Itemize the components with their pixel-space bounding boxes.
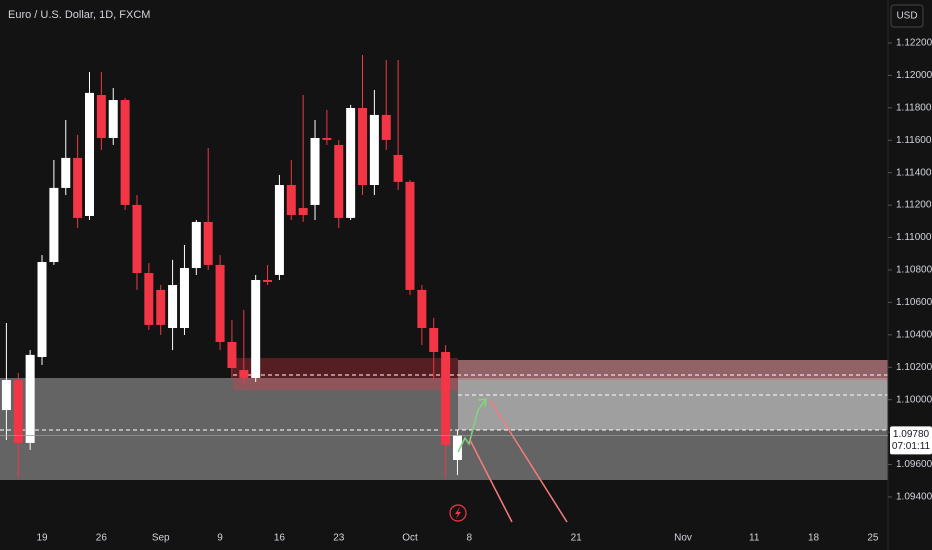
projection-arrow (457, 398, 487, 453)
candle-body (452, 435, 462, 460)
candle-body (358, 107, 368, 185)
candle-body (191, 221, 201, 269)
candle-body (346, 107, 356, 218)
x-tick-label: 21 (571, 533, 583, 544)
y-tick-label: 1.12000 (896, 70, 932, 81)
x-tick-label: Oct (402, 533, 418, 544)
candle-body (120, 100, 130, 205)
candle-body (108, 100, 118, 138)
candle-body (298, 208, 308, 215)
last-price-label: 1.09780 (893, 429, 930, 440)
candle-body (13, 380, 23, 443)
x-tick-label: 19 (36, 533, 48, 544)
candle-body (322, 137, 332, 140)
candle-body (334, 144, 344, 218)
target-zone-top (458, 360, 888, 380)
candle-body (168, 285, 178, 329)
y-tick-label: 1.09600 (896, 459, 932, 470)
x-tick-label: 9 (217, 533, 223, 544)
candle-body (441, 351, 451, 446)
x-tick-label: Nov (674, 533, 692, 544)
x-tick-label: Sep (152, 533, 170, 544)
currency-box[interactable] (890, 4, 924, 28)
x-tick-label: 11 (749, 533, 760, 544)
candle-body (96, 95, 106, 138)
y-tick-label: 1.11400 (896, 167, 932, 178)
candle-body (251, 280, 261, 378)
y-tick-label: 1.09400 (896, 492, 932, 503)
candle-body (417, 289, 427, 329)
candles (1, 54, 462, 478)
y-tick-label: 1.11800 (896, 102, 932, 113)
x-tick-label: 23 (333, 533, 345, 544)
y-tick-label: 1.10600 (896, 297, 932, 308)
x-tick-label: 26 (96, 533, 108, 544)
candle-body (429, 328, 439, 352)
x-tick-label: 8 (467, 533, 473, 544)
x-tick-label: 25 (867, 533, 879, 544)
candle-body (215, 264, 225, 342)
candle-body (310, 137, 320, 205)
candle-body (381, 114, 391, 140)
y-tick-label: 1.11000 (896, 232, 932, 243)
trend-line (489, 399, 568, 523)
y-tick-label: 1.12200 (896, 38, 932, 49)
y-tick-label: 1.10000 (896, 394, 932, 405)
candle-body (37, 262, 47, 358)
candle-body (227, 341, 237, 369)
candle-body (156, 289, 166, 325)
y-tick-label: 1.11200 (896, 200, 932, 211)
y-tick-label: 1.10200 (896, 362, 932, 373)
event-bolt (455, 507, 461, 519)
candle-body (393, 155, 403, 182)
currency: USD (896, 11, 917, 22)
x-tick-label: 16 (274, 533, 286, 544)
candle-body (144, 273, 154, 325)
candle-body (263, 280, 273, 282)
last-price-box (890, 426, 932, 455)
candle-body (61, 157, 71, 188)
candle-body (25, 354, 35, 443)
candle-body (405, 181, 415, 290)
event-icon[interactable] (449, 504, 467, 522)
candle-body (203, 221, 213, 265)
candle-body (369, 114, 379, 185)
arrow-head (477, 398, 487, 408)
y-tick-label: 1.10400 (896, 329, 932, 340)
y-tick-label: 1.11600 (896, 135, 932, 146)
y-tick-label: 1.10800 (896, 265, 932, 276)
candle-body (274, 184, 284, 275)
x-tick-label: 18 (808, 533, 820, 544)
supply-box (233, 358, 458, 390)
countdown: 07:01:11 (892, 441, 931, 452)
candle-body (1, 380, 11, 411)
chart-title: Euro / U.S. Dollar, 1D, FXCM (8, 9, 150, 21)
candle-body (179, 268, 189, 329)
candle-body (286, 184, 296, 215)
candle-body (49, 187, 59, 263)
trend-line (469, 439, 513, 523)
candle-body (132, 204, 142, 274)
candle-body (239, 369, 249, 378)
candle-body (84, 92, 94, 216)
candle-body (73, 157, 83, 218)
